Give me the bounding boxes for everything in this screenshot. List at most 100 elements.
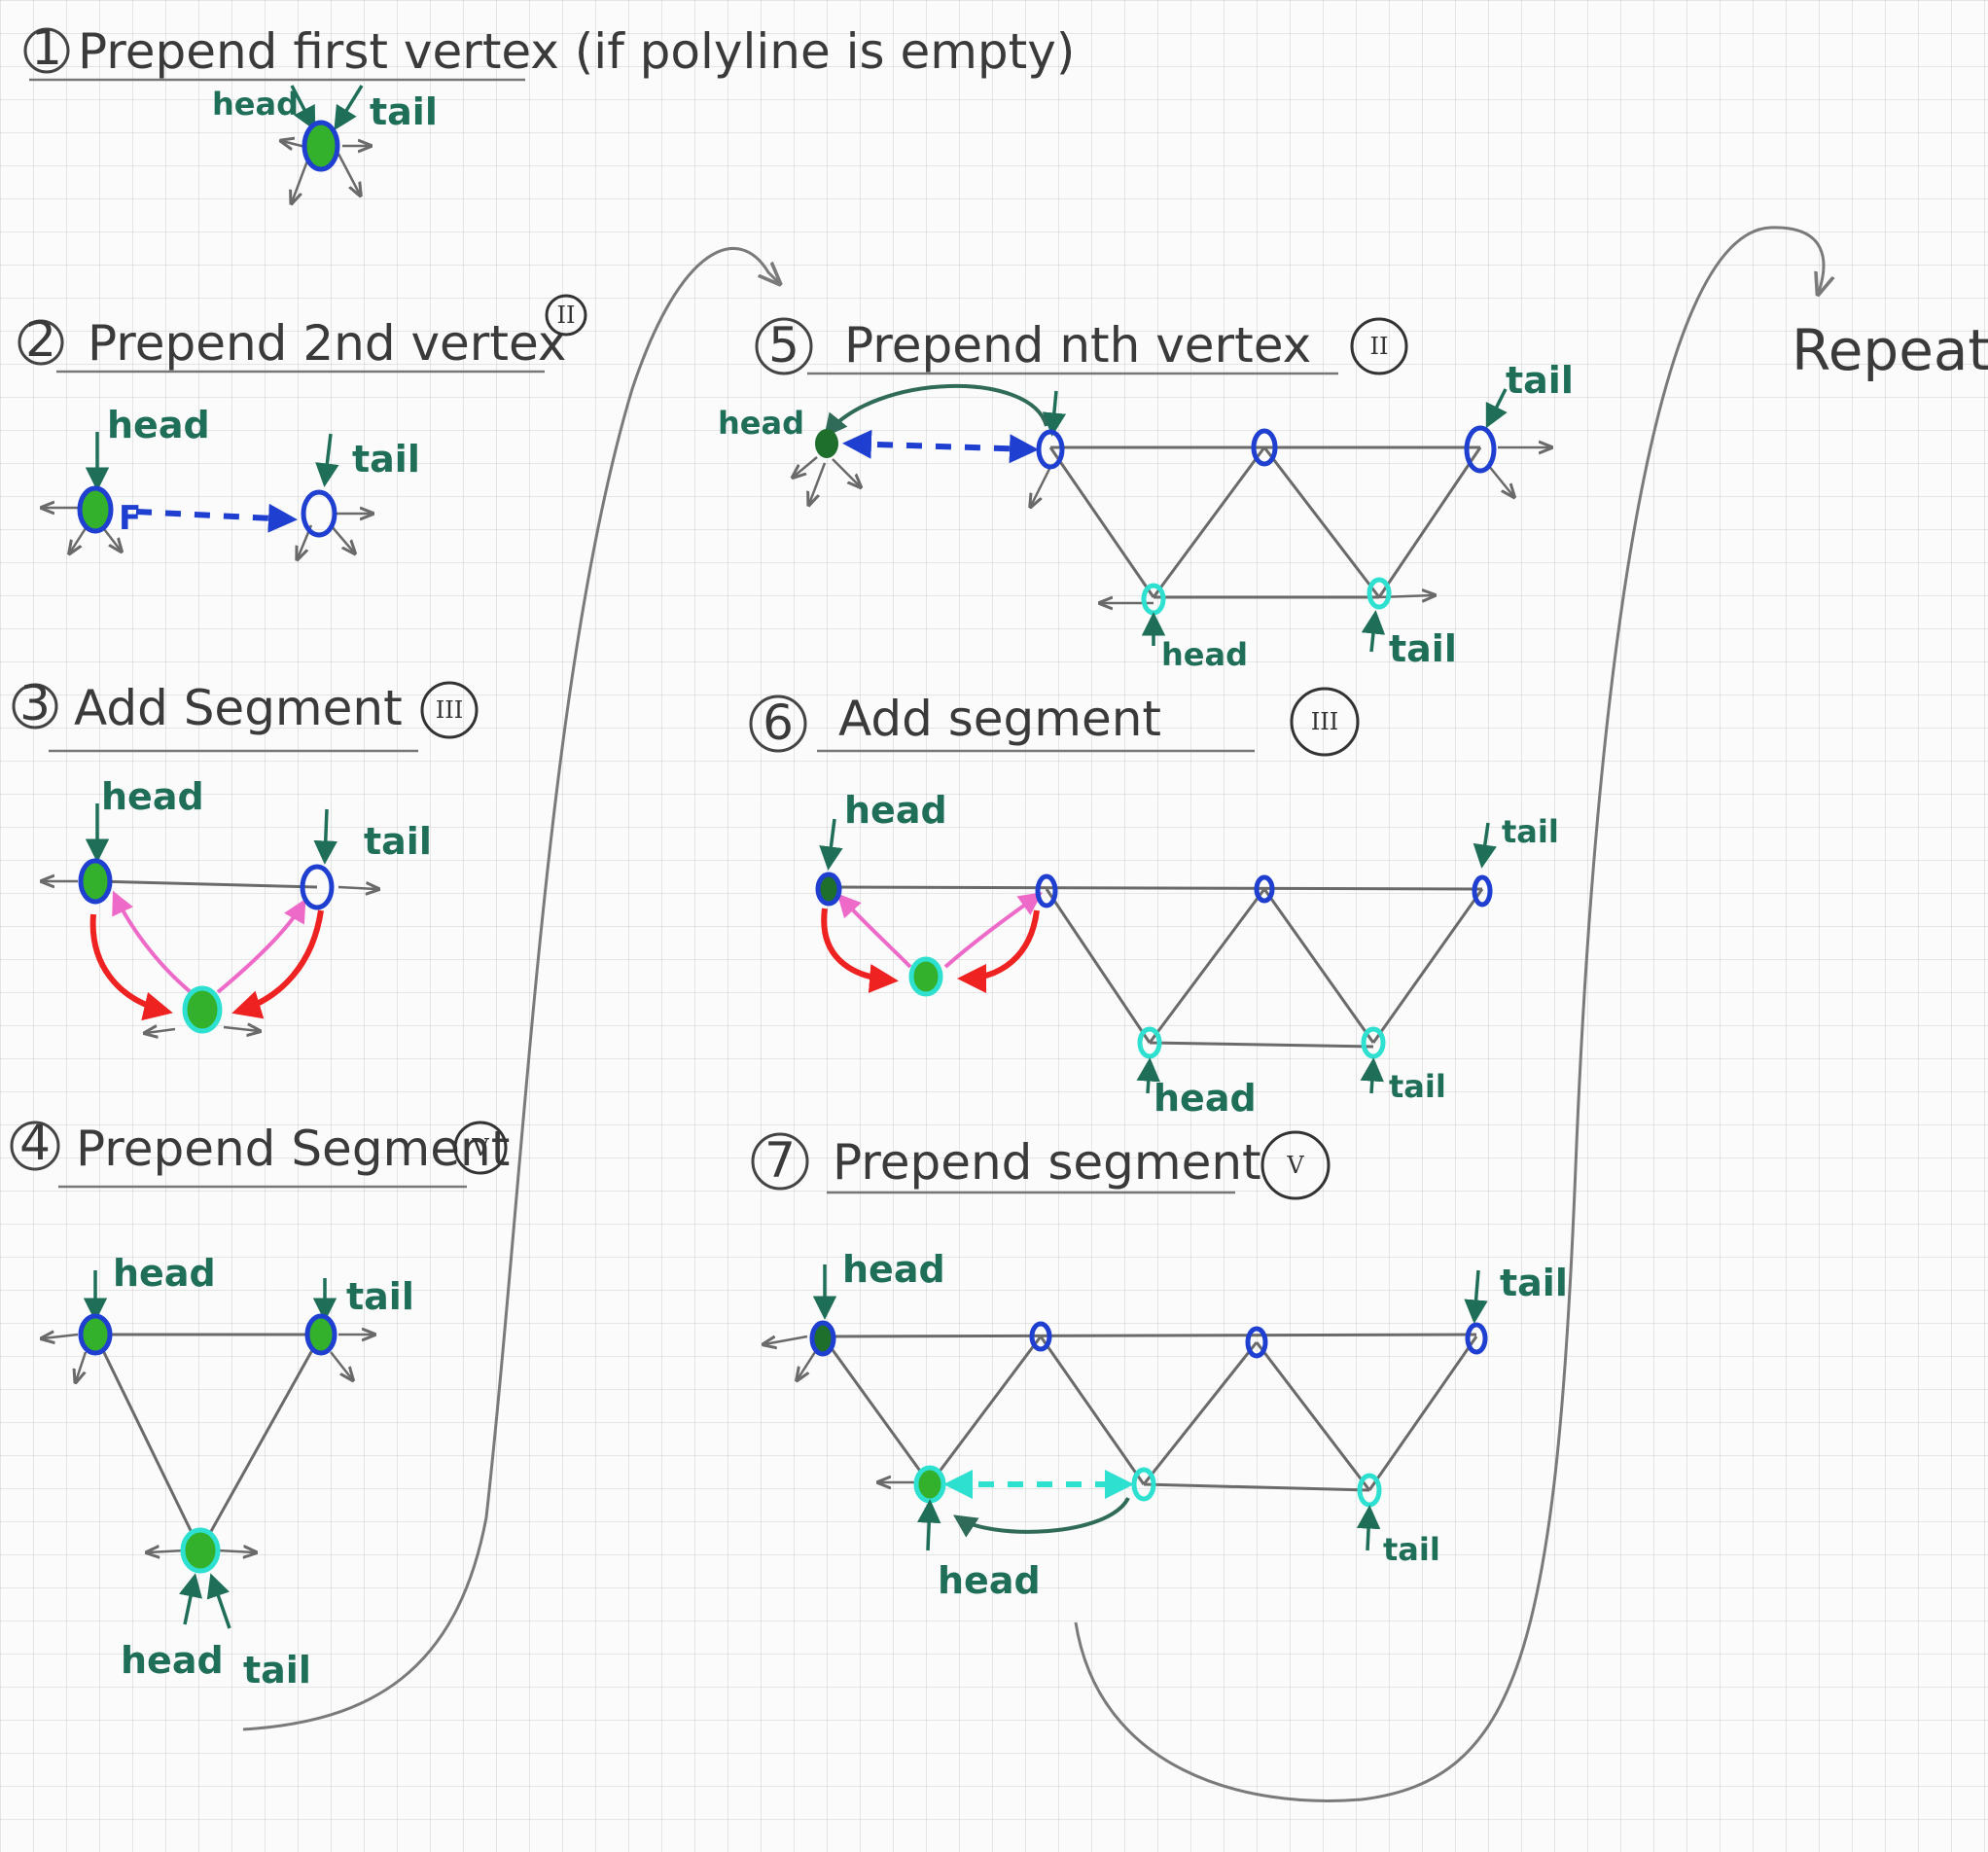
vertex-ring [1251, 428, 1278, 467]
vertex [82, 863, 109, 900]
roman-numeral: V [1286, 1152, 1304, 1179]
vertex [305, 125, 337, 167]
vertex-ring [302, 120, 340, 172]
loop-arrow-4-to-5 [242, 247, 778, 1731]
head-label: head [113, 1252, 216, 1295]
step-number-circle [12, 683, 58, 730]
roman-badge [545, 294, 587, 337]
vertex-ring [1464, 425, 1497, 474]
roman-numeral: V [471, 1134, 489, 1161]
step-number: 7 [764, 1132, 796, 1189]
vertex [184, 1531, 217, 1570]
vertex-ring [1361, 1026, 1386, 1059]
tail-label: tail [1383, 1531, 1440, 1568]
head-label: head [1161, 636, 1248, 673]
vertex-ring [300, 864, 335, 910]
head-label: head [842, 1248, 945, 1291]
vertex [81, 490, 110, 529]
tail-label: tail [346, 1275, 414, 1318]
tail-label: tail [243, 1649, 311, 1692]
step-number: 3 [19, 675, 51, 731]
roman-badge [1260, 1130, 1331, 1200]
vertex-ring [304, 1313, 337, 1356]
step-title: Prepend 2nd vertex [88, 315, 566, 372]
step-7: 7 Prepend segment V head tail head t [751, 1130, 1568, 1602]
step-1: 1 Prepend first vertex (if polyline is e… [23, 19, 1075, 202]
tail-label: tail [364, 820, 432, 863]
vertex-ring [1245, 1326, 1268, 1359]
vertex-ring [1357, 1473, 1382, 1508]
vertex-ring [77, 485, 114, 534]
vertex-ring [78, 858, 113, 905]
tail-label: tail [1506, 359, 1574, 402]
flow-loops: Repeat [242, 226, 1988, 1802]
tail-label: tail [1502, 813, 1559, 850]
step-title: Prepend first vertex (if polyline is emp… [78, 23, 1075, 80]
loop-arrow-7-to-repeat [1074, 226, 1824, 1802]
vertex [82, 1317, 109, 1352]
vertex-ring [908, 956, 943, 997]
vertex [912, 960, 940, 993]
step-title: Prepend segment [833, 1134, 1261, 1191]
roman-numeral: III [1311, 708, 1338, 735]
step-5: 5 Prepend nth vertex II head tail head [718, 317, 1574, 673]
step-title: Prepend nth vertex [844, 317, 1311, 374]
head-label: head [212, 86, 299, 123]
vertex-ring [1141, 583, 1166, 616]
vertex [917, 1469, 942, 1500]
step-number: 5 [768, 317, 799, 374]
vertex-ring [1131, 1467, 1156, 1502]
step-number-circle [751, 1132, 809, 1191]
step-2: 2 Prepend 2nd vertex II head tail F [18, 294, 587, 558]
tail-label: tail [352, 438, 420, 481]
step-number: 4 [19, 1115, 51, 1171]
head-label: head [121, 1639, 224, 1682]
vertex-ring [180, 1527, 221, 1574]
roman-badge [1350, 317, 1408, 375]
head-label: head [1154, 1077, 1257, 1120]
vertex [819, 875, 838, 903]
vertex-ring [1254, 874, 1275, 904]
tail-label: tail [1389, 627, 1457, 670]
step-6: 6 Add segment III head tail head tail [749, 687, 1559, 1120]
head-label: head [107, 404, 210, 446]
step-4: 4 Prepend Segment V head tail head tail [10, 1115, 510, 1692]
roman-badge [420, 681, 479, 739]
vertex [815, 429, 838, 458]
head-label: head [718, 405, 804, 442]
vertex [813, 1324, 833, 1353]
vertex-ring [1367, 577, 1392, 610]
vertex-ring [182, 985, 223, 1034]
roman-numeral: II [557, 302, 576, 329]
roman-badge [453, 1121, 508, 1175]
roman-badge [1290, 687, 1360, 757]
step-number: 6 [763, 694, 794, 751]
vertex-ring [1137, 1026, 1162, 1059]
vertex-ring [78, 1313, 113, 1356]
step-number-circle [18, 319, 64, 366]
repeat-label: Repeat [1792, 317, 1988, 383]
head-label: head [938, 1559, 1041, 1602]
vertex-ring [815, 872, 842, 907]
vertex-ring [1036, 429, 1065, 470]
tail-label: tail [1389, 1068, 1446, 1105]
step-3: 3 Add Segment III head tail [12, 675, 479, 1034]
step-title: Prepend Segment [76, 1121, 510, 1177]
step-number-circle [23, 27, 70, 74]
vertex-ring [1472, 874, 1493, 908]
tail-label: tail [370, 90, 438, 133]
step-title: Add segment [838, 691, 1161, 747]
vertex-ring [1035, 873, 1058, 908]
vertex-ring [1465, 1322, 1488, 1355]
vertex [308, 1318, 334, 1351]
vertex [186, 989, 219, 1030]
vertex-ring [809, 1320, 836, 1357]
prev-pointer: F [119, 499, 141, 538]
head-label: head [844, 789, 947, 832]
step-number: 2 [25, 311, 56, 368]
step-number-circle [755, 317, 813, 375]
step-number-circle [749, 694, 807, 753]
roman-numeral: III [436, 696, 463, 724]
vertex-ring [1029, 1321, 1052, 1352]
tail-label: tail [1500, 1262, 1568, 1304]
